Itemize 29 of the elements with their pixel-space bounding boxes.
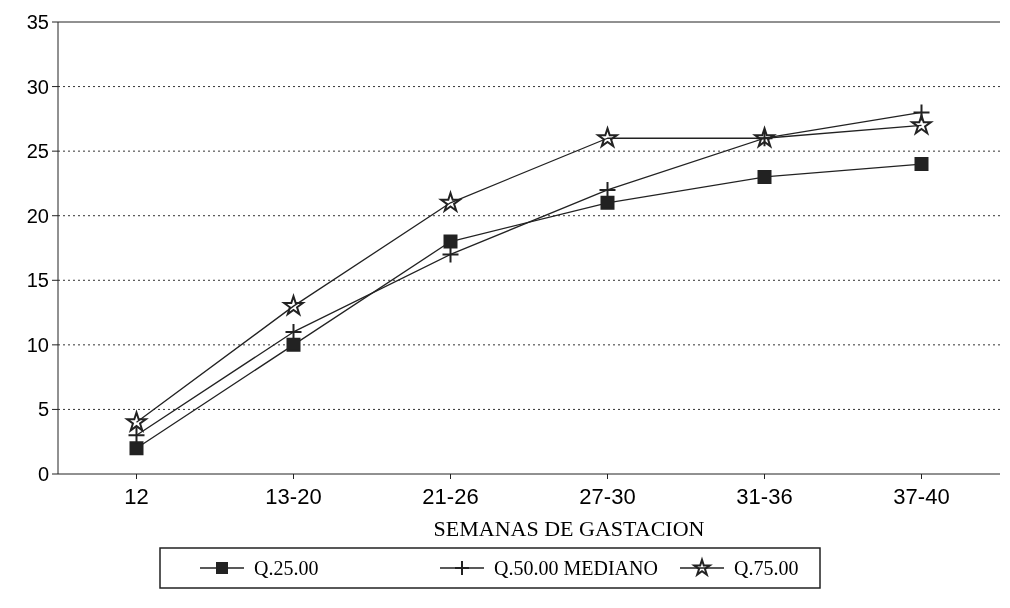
point bbox=[912, 103, 931, 122]
x-axis-title: SEMANAS DE GASTACION bbox=[433, 516, 705, 541]
y-tick-label: 35 bbox=[26, 11, 49, 33]
point bbox=[443, 234, 458, 249]
point bbox=[597, 127, 618, 148]
x-tick-label: 13-20 bbox=[265, 484, 322, 509]
legend-label: Q.50.00 MEDIANO bbox=[494, 557, 658, 579]
legend-label: Q.75.00 bbox=[734, 557, 799, 579]
point bbox=[757, 169, 772, 184]
x-tick-label: 21-26 bbox=[422, 484, 479, 509]
point bbox=[911, 114, 932, 135]
point bbox=[283, 295, 304, 316]
y-tick-label: 30 bbox=[26, 75, 49, 98]
y-tick-label: 20 bbox=[26, 204, 49, 227]
x-tick-label: 37-40 bbox=[893, 484, 950, 509]
x-tick-label: 27-30 bbox=[579, 484, 636, 509]
y-tick-label: 15 bbox=[26, 269, 49, 292]
point bbox=[286, 337, 301, 352]
y-tick-label: 10 bbox=[26, 333, 49, 356]
point bbox=[129, 441, 144, 456]
x-tick-label: 12 bbox=[124, 484, 149, 509]
point bbox=[914, 157, 929, 172]
point bbox=[440, 191, 461, 212]
legend-label: Q.25.00 bbox=[254, 557, 319, 579]
point bbox=[600, 195, 615, 210]
y-tick-label: 25 bbox=[26, 140, 49, 163]
y-tick-label: 5 bbox=[37, 398, 49, 421]
y-tick-label: 0 bbox=[37, 463, 49, 485]
x-tick-label: 31-36 bbox=[736, 484, 793, 509]
